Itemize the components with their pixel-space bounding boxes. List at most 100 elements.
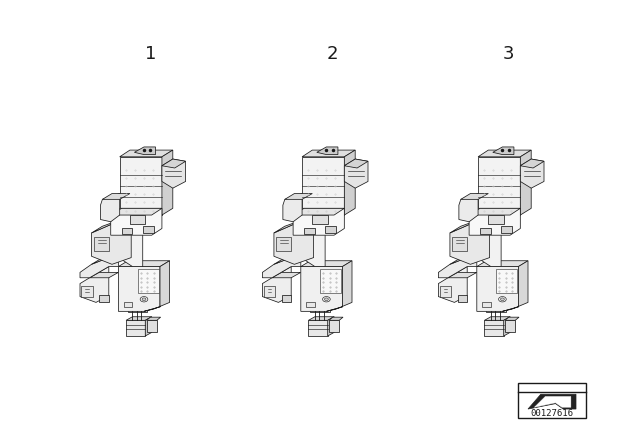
Polygon shape xyxy=(329,320,339,332)
Polygon shape xyxy=(262,256,301,278)
FancyBboxPatch shape xyxy=(518,383,586,418)
Polygon shape xyxy=(438,267,467,302)
Polygon shape xyxy=(440,286,451,297)
Circle shape xyxy=(323,297,330,302)
Polygon shape xyxy=(484,320,504,336)
Polygon shape xyxy=(484,317,510,320)
Polygon shape xyxy=(120,157,162,215)
Polygon shape xyxy=(308,320,328,336)
Polygon shape xyxy=(124,302,132,307)
Polygon shape xyxy=(344,150,355,215)
Polygon shape xyxy=(92,219,124,233)
Polygon shape xyxy=(502,261,528,311)
Polygon shape xyxy=(469,208,520,215)
Polygon shape xyxy=(301,261,352,267)
Polygon shape xyxy=(450,224,490,264)
Polygon shape xyxy=(488,215,504,224)
Polygon shape xyxy=(282,295,291,302)
Polygon shape xyxy=(285,194,312,199)
Polygon shape xyxy=(317,147,338,155)
Polygon shape xyxy=(320,269,341,293)
Polygon shape xyxy=(274,224,314,264)
Polygon shape xyxy=(111,208,162,215)
Polygon shape xyxy=(143,226,154,233)
Polygon shape xyxy=(102,194,130,199)
Polygon shape xyxy=(486,307,506,312)
Polygon shape xyxy=(329,317,343,320)
Polygon shape xyxy=(520,159,544,188)
Polygon shape xyxy=(80,256,118,278)
Polygon shape xyxy=(81,286,93,297)
Polygon shape xyxy=(328,317,334,336)
Polygon shape xyxy=(461,194,488,199)
Polygon shape xyxy=(450,219,482,233)
Polygon shape xyxy=(325,226,336,233)
Text: 2: 2 xyxy=(327,45,339,63)
Polygon shape xyxy=(276,237,291,251)
Polygon shape xyxy=(482,302,491,307)
Polygon shape xyxy=(118,267,160,311)
Polygon shape xyxy=(124,228,143,267)
Polygon shape xyxy=(162,159,186,188)
Polygon shape xyxy=(162,159,186,168)
Polygon shape xyxy=(274,219,306,233)
Polygon shape xyxy=(306,228,325,267)
Text: 3: 3 xyxy=(503,45,515,63)
Polygon shape xyxy=(344,159,368,188)
Polygon shape xyxy=(458,295,467,302)
Polygon shape xyxy=(94,237,109,251)
Polygon shape xyxy=(99,295,109,302)
Circle shape xyxy=(324,298,328,301)
Polygon shape xyxy=(452,237,467,251)
Polygon shape xyxy=(493,147,514,155)
Text: 00127616: 00127616 xyxy=(531,409,574,418)
Polygon shape xyxy=(520,159,544,168)
Polygon shape xyxy=(145,317,152,336)
Polygon shape xyxy=(438,256,477,278)
Polygon shape xyxy=(301,267,342,311)
Polygon shape xyxy=(147,317,161,320)
Polygon shape xyxy=(312,215,328,224)
Polygon shape xyxy=(126,317,152,320)
Polygon shape xyxy=(138,269,159,293)
Polygon shape xyxy=(80,267,109,302)
Polygon shape xyxy=(480,228,491,234)
Polygon shape xyxy=(302,150,355,157)
Circle shape xyxy=(499,297,506,302)
Polygon shape xyxy=(477,267,518,311)
Polygon shape xyxy=(130,215,145,224)
Polygon shape xyxy=(520,150,531,215)
Polygon shape xyxy=(134,147,156,155)
Polygon shape xyxy=(302,157,344,215)
Polygon shape xyxy=(100,194,120,222)
Polygon shape xyxy=(272,272,301,278)
Polygon shape xyxy=(450,251,480,264)
Polygon shape xyxy=(496,269,517,293)
Polygon shape xyxy=(469,208,520,235)
Polygon shape xyxy=(144,261,170,311)
Polygon shape xyxy=(128,307,147,312)
Polygon shape xyxy=(482,228,501,267)
Polygon shape xyxy=(505,317,519,320)
Polygon shape xyxy=(344,159,368,168)
Polygon shape xyxy=(147,320,157,332)
Polygon shape xyxy=(126,320,145,336)
Polygon shape xyxy=(478,150,531,157)
Polygon shape xyxy=(505,320,515,332)
Polygon shape xyxy=(528,394,576,409)
Circle shape xyxy=(500,298,504,301)
Polygon shape xyxy=(448,272,477,278)
Polygon shape xyxy=(264,286,275,297)
Polygon shape xyxy=(120,150,173,157)
Polygon shape xyxy=(534,396,571,407)
Polygon shape xyxy=(283,194,302,222)
Polygon shape xyxy=(478,157,520,215)
Circle shape xyxy=(142,298,146,301)
Polygon shape xyxy=(306,302,315,307)
Polygon shape xyxy=(304,228,315,234)
Circle shape xyxy=(140,297,148,302)
Polygon shape xyxy=(122,228,132,234)
Polygon shape xyxy=(118,261,170,267)
Polygon shape xyxy=(262,267,291,302)
Polygon shape xyxy=(162,150,173,215)
